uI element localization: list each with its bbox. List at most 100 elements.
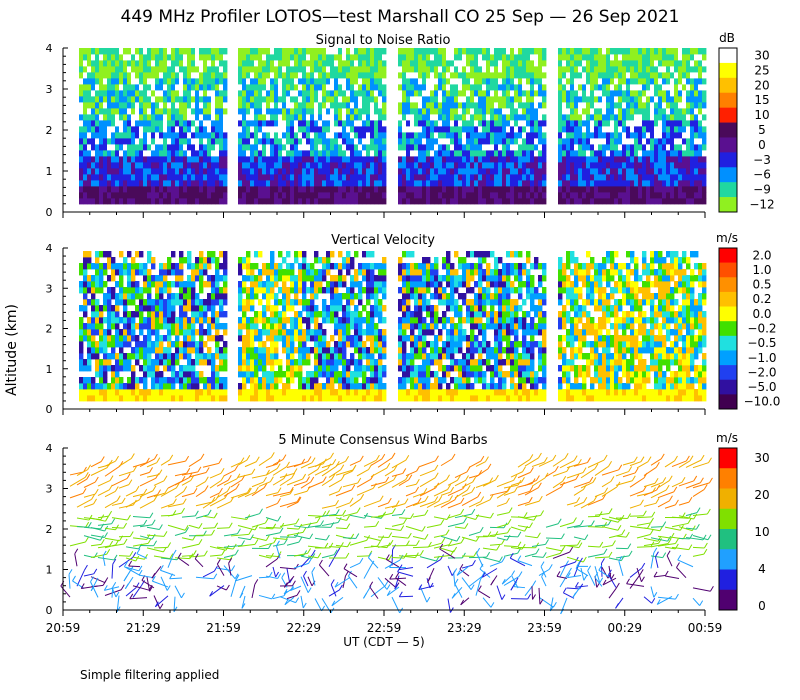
heatmap-cell [107, 186, 112, 193]
heatmap-cell [610, 198, 615, 205]
heatmap-cell [199, 269, 204, 276]
heatmap-cell [674, 108, 679, 115]
heatmap-cell [502, 162, 507, 169]
heatmap-cell [702, 162, 707, 169]
heatmap-cell [422, 186, 427, 193]
heatmap-cell [242, 257, 247, 264]
heatmap-cell [370, 66, 375, 73]
heatmap-cell [498, 78, 503, 85]
heatmap-cell [422, 150, 427, 157]
heatmap-cell [358, 84, 363, 91]
heatmap-cell [346, 90, 351, 97]
heatmap-cell [362, 78, 367, 85]
heatmap-cell [486, 186, 491, 193]
heatmap-cell [274, 150, 279, 157]
heatmap-cell [314, 317, 319, 324]
heatmap-cell [414, 132, 419, 139]
heatmap-cell [286, 126, 291, 133]
heatmap-cell [698, 192, 703, 199]
heatmap-cell [187, 138, 192, 145]
heatmap-cell [466, 168, 471, 175]
heatmap-cell [490, 108, 495, 115]
heatmap-cell [454, 72, 459, 79]
heatmap-cell [538, 150, 543, 157]
heatmap-cell [678, 72, 683, 79]
heatmap-cell [458, 126, 463, 133]
heatmap-cell [374, 156, 379, 163]
heatmap-cell [111, 156, 116, 163]
heatmap-cell [195, 90, 200, 97]
heatmap-cell [199, 156, 204, 163]
heatmap-cell [498, 84, 503, 91]
heatmap-cell [334, 180, 339, 187]
heatmap-cell [306, 150, 311, 157]
heatmap-cell [426, 138, 431, 145]
heatmap-cell [506, 138, 511, 145]
heatmap-cell [374, 162, 379, 169]
heatmap-cell [302, 150, 307, 157]
heatmap-cell [638, 180, 643, 187]
heatmap-cell [514, 54, 519, 61]
heatmap-cell [338, 96, 343, 103]
heatmap-cell [167, 257, 172, 264]
heatmap-cell [270, 305, 275, 312]
heatmap-cell [350, 180, 355, 187]
heatmap-cell [111, 90, 116, 97]
heatmap-cell [314, 335, 319, 342]
heatmap-cell [246, 269, 251, 276]
heatmap-cell [262, 377, 267, 384]
heatmap-cell [582, 102, 587, 109]
heatmap-cell [219, 353, 224, 360]
heatmap-cell [338, 78, 343, 85]
heatmap-cell [374, 192, 379, 199]
heatmap-cell [342, 144, 347, 151]
heatmap-cell [322, 126, 327, 133]
heatmap-cell [494, 108, 499, 115]
heatmap-cell [362, 90, 367, 97]
heatmap-cell [314, 198, 319, 205]
heatmap-cell [195, 138, 200, 145]
heatmap-cell [426, 192, 431, 199]
heatmap-cell [103, 263, 108, 270]
heatmap-cell [530, 138, 535, 145]
heatmap-cell [522, 150, 527, 157]
heatmap-cell [282, 323, 287, 330]
heatmap-cell [594, 174, 599, 181]
heatmap-cell [246, 263, 251, 270]
heatmap-cell [586, 132, 591, 139]
heatmap-cell [678, 168, 683, 175]
heatmap-cell [171, 102, 176, 109]
heatmap-cell [274, 78, 279, 85]
heatmap-cell [167, 281, 172, 288]
heatmap-cell [83, 305, 88, 312]
heatmap-cell [183, 114, 188, 121]
heatmap-cell [111, 120, 116, 127]
heatmap-cell [270, 48, 275, 55]
heatmap-cell [590, 132, 595, 139]
heatmap-cell [290, 323, 295, 330]
heatmap-cell [163, 389, 168, 396]
heatmap-cell [358, 162, 363, 169]
heatmap-cell [238, 114, 243, 121]
heatmap-cell [119, 377, 124, 384]
heatmap-cell [314, 311, 319, 318]
heatmap-cell [602, 84, 607, 91]
heatmap-cell [678, 114, 683, 121]
heatmap-cell [374, 48, 379, 55]
heatmap-cell [163, 305, 168, 312]
heatmap-cell [694, 72, 699, 79]
heatmap-cell [95, 341, 100, 348]
heatmap-cell [534, 126, 539, 133]
heatmap-cell [91, 150, 96, 157]
heatmap-cell [698, 150, 703, 157]
heatmap-cell [670, 66, 675, 73]
heatmap-cell [223, 132, 228, 139]
heatmap-cell [111, 269, 116, 276]
heatmap-cell [242, 395, 247, 402]
heatmap-cell [666, 150, 671, 157]
heatmap-cell [430, 132, 435, 139]
heatmap-cell [195, 192, 200, 199]
heatmap-cell [139, 102, 144, 109]
heatmap-cell [274, 353, 279, 360]
heatmap-cell [694, 96, 699, 103]
